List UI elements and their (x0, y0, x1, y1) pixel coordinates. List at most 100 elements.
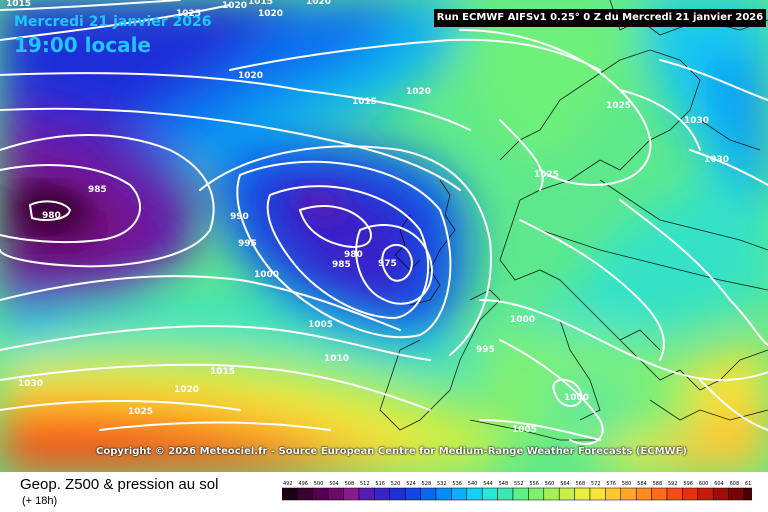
isobar-label: 1020 (406, 87, 431, 97)
forecast-map: 1015 1025 1020 1020 1020 1015 1020 1015 … (0, 0, 768, 472)
legend-tick-label: 532 (437, 481, 447, 487)
legend-swatch (497, 487, 514, 501)
legend-tick-label: 552 (514, 481, 524, 487)
legend-tick-label: 556 (529, 481, 539, 487)
isobar-label: 1000 (564, 393, 589, 403)
legend-tick-label: 560 (545, 481, 555, 487)
isobar-label: 1015 (352, 97, 377, 107)
isobar-label: 1015 (6, 0, 31, 9)
legend-tick-label: 544 (483, 481, 493, 487)
isobar-label: 1020 (258, 9, 283, 19)
legend-swatch (635, 487, 652, 501)
legend-tick-label: 572 (591, 481, 601, 487)
isobar-label: 995 (238, 239, 257, 249)
legend-tick-label: 548 (499, 481, 509, 487)
legend-tick-label: 564 (560, 481, 570, 487)
legend-swatch (743, 487, 752, 501)
legend-swatch (682, 487, 699, 501)
legend-tick-label: 504 (329, 481, 339, 487)
legend-swatch (728, 487, 745, 501)
isobars (0, 0, 768, 445)
isobar-label: 1015 (210, 367, 235, 377)
legend-tick-label: 568 (576, 481, 586, 487)
isobar-label: 1020 (238, 71, 263, 81)
legend-swatch (404, 487, 421, 501)
legend-swatch (558, 487, 575, 501)
legend-tick-label: 528 (422, 481, 432, 487)
legend-tick-label: 524 (406, 481, 416, 487)
legend-swatch (282, 487, 298, 501)
legend-swatch (312, 487, 329, 501)
legend-swatch (451, 487, 468, 501)
legend-swatch (712, 487, 729, 501)
legend-tick-label: 492 (283, 481, 293, 487)
isobar-label: 1020 (306, 0, 331, 7)
legend-tick-label: 584 (637, 481, 647, 487)
legend-tick-label: 576 (606, 481, 616, 487)
legend-swatch (528, 487, 545, 501)
legend-swatch (481, 487, 498, 501)
legend-tick-label: 580 (622, 481, 632, 487)
local-time: 19:00 locale (14, 33, 151, 57)
legend-tick-label: 508 (345, 481, 355, 487)
legend-tick-label: 500 (314, 481, 324, 487)
copyright-notice: Copyright © 2026 Meteociel.fr - Source E… (96, 446, 687, 457)
legend-swatch (297, 487, 314, 501)
legend-tick-label: 520 (391, 481, 401, 487)
legend-swatch (327, 487, 344, 501)
geopotential-field (0, 0, 768, 472)
isobar-label: 1000 (510, 315, 535, 325)
legend-swatch (697, 487, 714, 501)
legend-tick-label: 536 (452, 481, 462, 487)
isobar-label: 985 (88, 185, 107, 195)
legend-swatch (466, 487, 483, 501)
isobar-label: 1020 (174, 385, 199, 395)
isobar-label: 1025 (176, 9, 201, 19)
legend-swatch (435, 487, 452, 501)
legend-tick-label: 604 (714, 481, 724, 487)
isobar-label: 1010 (324, 354, 349, 364)
isobar-label: 1030 (18, 379, 43, 389)
isobar-label: 1000 (254, 270, 279, 280)
legend-swatch (620, 487, 637, 501)
isobar-label: 1005 (512, 425, 537, 435)
isobar-label: 1025 (534, 170, 559, 180)
isobar-label: 980 (42, 211, 61, 221)
legend-tick-label: 516 (375, 481, 385, 487)
legend-swatch (358, 487, 375, 501)
isobar-label-group: 1015 1025 1020 1020 1020 1015 1020 1015 … (6, 0, 729, 435)
legend-tick-label: 540 (468, 481, 478, 487)
legend-swatch (512, 487, 529, 501)
isobar-label: 975 (378, 259, 397, 269)
legend-swatch (389, 487, 406, 501)
legend-swatch (605, 487, 622, 501)
coastlines (379, 0, 768, 441)
legend-swatch (574, 487, 591, 501)
legend-swatch (589, 487, 606, 501)
legend-tick-label: 596 (683, 481, 693, 487)
legend-swatch (651, 487, 668, 501)
legend-tick-label: 600 (699, 481, 709, 487)
legend-tick-label: 612 (745, 481, 752, 487)
forecast-date: Mercredi 21 janvier 2026 (14, 14, 212, 30)
isobar-label: 1005 (308, 320, 333, 330)
legend-swatch (543, 487, 560, 501)
map-canvas: 1015 1025 1020 1020 1020 1015 1020 1015 … (0, 0, 768, 472)
legend-swatch (343, 487, 360, 501)
field-title: Geop. Z500 & pression au sol (20, 476, 219, 493)
isobar-label: 995 (476, 345, 495, 355)
footer-bar: Geop. Z500 & pression au sol (+ 18h) 492… (0, 472, 768, 512)
legend-tick-label: 592 (668, 481, 678, 487)
isobar-label: 1030 (684, 116, 709, 126)
isobar-label: 1015 (248, 0, 273, 7)
color-scale-legend: 492 496 500 504 508 512 516 520 524 528 532 536 540 5… (282, 481, 752, 501)
lead-time: (+ 18h) (22, 495, 58, 507)
isobar-label: 985 (332, 260, 351, 270)
isobar-label: 990 (230, 212, 249, 222)
legend-tick-label: 608 (730, 481, 740, 487)
legend-swatch (420, 487, 437, 501)
isobar-label: 1030 (704, 155, 729, 165)
legend-tick-label: 496 (298, 481, 308, 487)
legend-tick-label: 588 (653, 481, 663, 487)
isobar-label: 980 (344, 250, 363, 260)
